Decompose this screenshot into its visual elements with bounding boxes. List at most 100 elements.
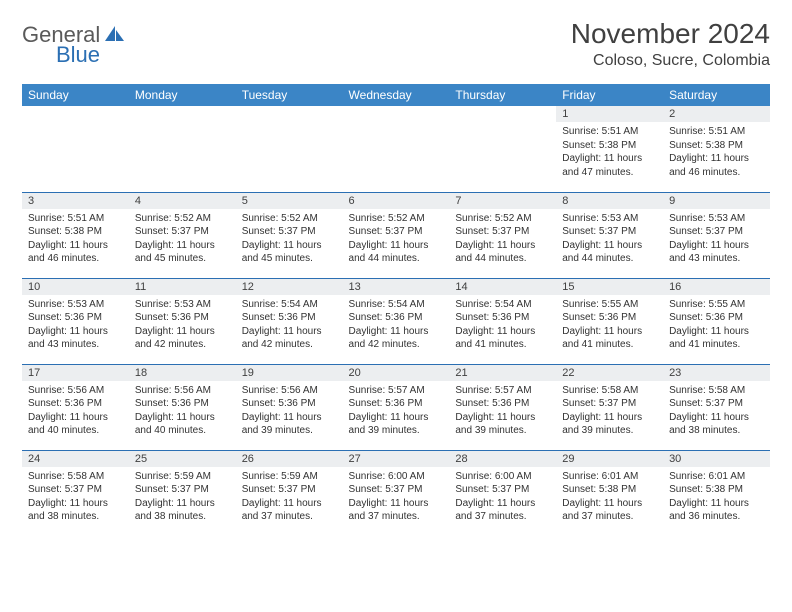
location: Coloso, Sucre, Colombia — [571, 52, 770, 70]
daylight-text: Daylight: 11 hours and 39 minutes. — [242, 411, 337, 438]
day-number: 24 — [22, 451, 129, 467]
day-number: 28 — [449, 451, 556, 467]
header: General Blue November 2024 Coloso, Sucre… — [22, 18, 770, 70]
day-data: Sunrise: 5:58 AMSunset: 5:37 PMDaylight:… — [556, 381, 663, 441]
calendar-day-cell: 30Sunrise: 6:01 AMSunset: 5:38 PMDayligh… — [663, 450, 770, 536]
weekday-header-row: Sunday Monday Tuesday Wednesday Thursday… — [22, 84, 770, 106]
sunset-text: Sunset: 5:36 PM — [135, 311, 230, 325]
logo: General Blue — [22, 22, 128, 48]
sunrise-text: Sunrise: 5:56 AM — [242, 384, 337, 398]
sunrise-text: Sunrise: 5:56 AM — [28, 384, 123, 398]
calendar-week-row: 24Sunrise: 5:58 AMSunset: 5:37 PMDayligh… — [22, 450, 770, 536]
calendar-day-cell: 3Sunrise: 5:51 AMSunset: 5:38 PMDaylight… — [22, 192, 129, 278]
daylight-text: Daylight: 11 hours and 37 minutes. — [242, 497, 337, 524]
day-number: 27 — [343, 451, 450, 467]
day-number: 18 — [129, 365, 236, 381]
calendar-week-row: 1Sunrise: 5:51 AMSunset: 5:38 PMDaylight… — [22, 106, 770, 192]
daylight-text: Daylight: 11 hours and 40 minutes. — [28, 411, 123, 438]
day-data: Sunrise: 5:56 AMSunset: 5:36 PMDaylight:… — [22, 381, 129, 441]
day-data: Sunrise: 5:54 AMSunset: 5:36 PMDaylight:… — [343, 295, 450, 355]
day-data: Sunrise: 5:53 AMSunset: 5:36 PMDaylight:… — [22, 295, 129, 355]
calendar-table: Sunday Monday Tuesday Wednesday Thursday… — [22, 84, 770, 536]
day-data: Sunrise: 5:53 AMSunset: 5:37 PMDaylight:… — [663, 209, 770, 269]
daylight-text: Daylight: 11 hours and 39 minutes. — [562, 411, 657, 438]
day-data: Sunrise: 5:59 AMSunset: 5:37 PMDaylight:… — [236, 467, 343, 527]
day-number: 14 — [449, 279, 556, 295]
sunrise-text: Sunrise: 5:51 AM — [669, 125, 764, 139]
day-number: 20 — [343, 365, 450, 381]
day-data: Sunrise: 5:54 AMSunset: 5:36 PMDaylight:… — [449, 295, 556, 355]
daylight-text: Daylight: 11 hours and 37 minutes. — [562, 497, 657, 524]
sunrise-text: Sunrise: 6:01 AM — [669, 470, 764, 484]
calendar-day-cell: 6Sunrise: 5:52 AMSunset: 5:37 PMDaylight… — [343, 192, 450, 278]
day-data: Sunrise: 5:52 AMSunset: 5:37 PMDaylight:… — [236, 209, 343, 269]
calendar-day-cell: 20Sunrise: 5:57 AMSunset: 5:36 PMDayligh… — [343, 364, 450, 450]
sunset-text: Sunset: 5:37 PM — [242, 483, 337, 497]
day-number: 10 — [22, 279, 129, 295]
calendar-day-cell: 25Sunrise: 5:59 AMSunset: 5:37 PMDayligh… — [129, 450, 236, 536]
day-number: 8 — [556, 193, 663, 209]
calendar-week-row: 10Sunrise: 5:53 AMSunset: 5:36 PMDayligh… — [22, 278, 770, 364]
calendar-day-cell: 10Sunrise: 5:53 AMSunset: 5:36 PMDayligh… — [22, 278, 129, 364]
day-data: Sunrise: 5:52 AMSunset: 5:37 PMDaylight:… — [449, 209, 556, 269]
daylight-text: Daylight: 11 hours and 39 minutes. — [349, 411, 444, 438]
sunset-text: Sunset: 5:37 PM — [669, 225, 764, 239]
daylight-text: Daylight: 11 hours and 44 minutes. — [562, 239, 657, 266]
daylight-text: Daylight: 11 hours and 45 minutes. — [242, 239, 337, 266]
sunrise-text: Sunrise: 5:59 AM — [135, 470, 230, 484]
day-number: 16 — [663, 279, 770, 295]
day-data: Sunrise: 5:59 AMSunset: 5:37 PMDaylight:… — [129, 467, 236, 527]
calendar-day-cell: 23Sunrise: 5:58 AMSunset: 5:37 PMDayligh… — [663, 364, 770, 450]
sunset-text: Sunset: 5:37 PM — [349, 483, 444, 497]
day-data: Sunrise: 5:57 AMSunset: 5:36 PMDaylight:… — [343, 381, 450, 441]
daylight-text: Daylight: 11 hours and 45 minutes. — [135, 239, 230, 266]
sunset-text: Sunset: 5:36 PM — [242, 311, 337, 325]
day-data: Sunrise: 5:52 AMSunset: 5:37 PMDaylight:… — [343, 209, 450, 269]
calendar-day-cell — [449, 106, 556, 192]
sunset-text: Sunset: 5:37 PM — [349, 225, 444, 239]
daylight-text: Daylight: 11 hours and 42 minutes. — [349, 325, 444, 352]
day-data: Sunrise: 5:53 AMSunset: 5:36 PMDaylight:… — [129, 295, 236, 355]
sunset-text: Sunset: 5:37 PM — [669, 397, 764, 411]
weekday-header: Friday — [556, 84, 663, 106]
day-data: Sunrise: 6:01 AMSunset: 5:38 PMDaylight:… — [556, 467, 663, 527]
calendar-day-cell: 13Sunrise: 5:54 AMSunset: 5:36 PMDayligh… — [343, 278, 450, 364]
sunset-text: Sunset: 5:38 PM — [669, 483, 764, 497]
sunrise-text: Sunrise: 5:59 AM — [242, 470, 337, 484]
sunset-text: Sunset: 5:36 PM — [242, 397, 337, 411]
day-data: Sunrise: 5:54 AMSunset: 5:36 PMDaylight:… — [236, 295, 343, 355]
day-data: Sunrise: 5:56 AMSunset: 5:36 PMDaylight:… — [236, 381, 343, 441]
weekday-header: Sunday — [22, 84, 129, 106]
day-data: Sunrise: 6:00 AMSunset: 5:37 PMDaylight:… — [343, 467, 450, 527]
day-number: 15 — [556, 279, 663, 295]
sunset-text: Sunset: 5:37 PM — [242, 225, 337, 239]
day-number: 30 — [663, 451, 770, 467]
sunrise-text: Sunrise: 5:53 AM — [28, 298, 123, 312]
sunset-text: Sunset: 5:36 PM — [349, 311, 444, 325]
day-number: 3 — [22, 193, 129, 209]
daylight-text: Daylight: 11 hours and 47 minutes. — [562, 152, 657, 179]
logo-sail-icon — [104, 24, 126, 47]
calendar-day-cell: 19Sunrise: 5:56 AMSunset: 5:36 PMDayligh… — [236, 364, 343, 450]
calendar-week-row: 3Sunrise: 5:51 AMSunset: 5:38 PMDaylight… — [22, 192, 770, 278]
sunset-text: Sunset: 5:36 PM — [455, 397, 550, 411]
calendar-day-cell — [343, 106, 450, 192]
weekday-header: Thursday — [449, 84, 556, 106]
calendar-day-cell: 24Sunrise: 5:58 AMSunset: 5:37 PMDayligh… — [22, 450, 129, 536]
sunrise-text: Sunrise: 5:53 AM — [562, 212, 657, 226]
sunrise-text: Sunrise: 5:57 AM — [349, 384, 444, 398]
calendar-day-cell: 22Sunrise: 5:58 AMSunset: 5:37 PMDayligh… — [556, 364, 663, 450]
sunset-text: Sunset: 5:36 PM — [455, 311, 550, 325]
day-number: 13 — [343, 279, 450, 295]
day-number: 5 — [236, 193, 343, 209]
sunset-text: Sunset: 5:37 PM — [562, 225, 657, 239]
day-data: Sunrise: 5:58 AMSunset: 5:37 PMDaylight:… — [663, 381, 770, 441]
sunrise-text: Sunrise: 5:55 AM — [669, 298, 764, 312]
day-number: 7 — [449, 193, 556, 209]
daylight-text: Daylight: 11 hours and 43 minutes. — [28, 325, 123, 352]
sunrise-text: Sunrise: 5:54 AM — [242, 298, 337, 312]
month-title: November 2024 — [571, 18, 770, 50]
calendar-day-cell: 27Sunrise: 6:00 AMSunset: 5:37 PMDayligh… — [343, 450, 450, 536]
day-data: Sunrise: 5:55 AMSunset: 5:36 PMDaylight:… — [663, 295, 770, 355]
day-number: 29 — [556, 451, 663, 467]
